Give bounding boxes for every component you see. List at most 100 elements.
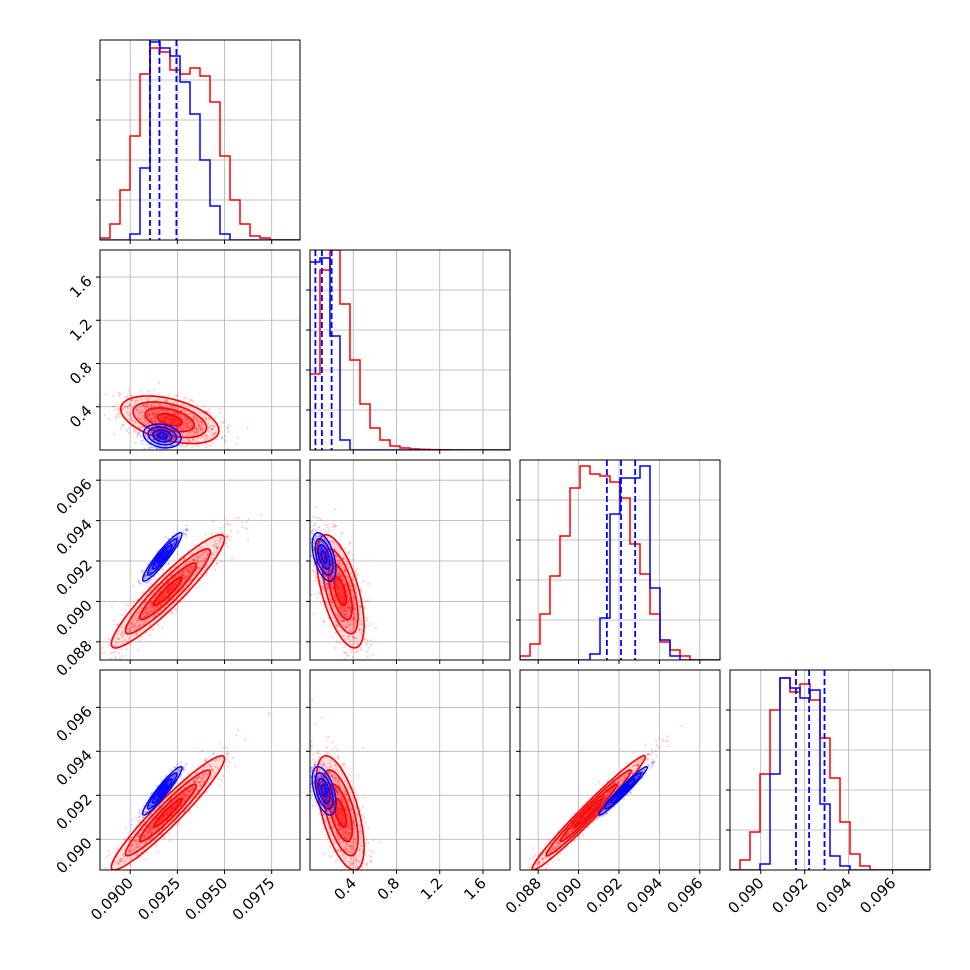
sample-point [237, 531, 240, 534]
sample-point [185, 568, 188, 571]
contour-blue [142, 423, 182, 449]
sample-point [195, 428, 198, 431]
sample-point [334, 598, 337, 602]
sample-point [213, 543, 216, 546]
sample-point [337, 602, 340, 606]
sample-point [212, 544, 215, 548]
sample-point [339, 564, 342, 567]
sample-point [363, 637, 366, 641]
sample-point [205, 446, 208, 449]
contour-red [132, 401, 208, 439]
sample-point [144, 577, 147, 580]
sample-point [191, 788, 194, 791]
sample-point [135, 846, 139, 849]
sample-point [336, 574, 339, 577]
sample-point [172, 543, 175, 546]
sample-point [344, 626, 347, 629]
sample-point [207, 418, 210, 421]
sample-point [198, 428, 201, 432]
sample-point [146, 563, 149, 566]
sample-point [181, 574, 184, 578]
sample-point [147, 619, 150, 622]
sample-point [170, 797, 173, 800]
sample-point [203, 552, 206, 555]
sample-point [312, 548, 315, 552]
sample-point [334, 508, 337, 511]
sample-point [196, 566, 199, 569]
sample-point [182, 579, 185, 582]
sample-point [171, 422, 175, 425]
sample-point [365, 643, 369, 646]
sample-point [145, 581, 148, 584]
sample-point [149, 826, 152, 829]
sample-point [345, 651, 348, 655]
sample-point [153, 607, 156, 610]
sample-point [130, 611, 133, 614]
sample-point [174, 418, 177, 421]
sample-point [192, 416, 195, 419]
sample-point [355, 621, 358, 624]
sample-point [172, 421, 175, 424]
sample-point [333, 595, 336, 599]
sample-point [138, 623, 141, 626]
sample-point [201, 428, 204, 431]
sample-point [377, 683, 379, 685]
sample-point [138, 815, 141, 818]
sample-point [181, 530, 185, 533]
sample-point [173, 806, 176, 809]
sample-point [145, 599, 148, 602]
sample-point [352, 621, 356, 624]
sample-point [173, 804, 176, 808]
sample-point [114, 645, 117, 648]
contour-red [327, 562, 354, 621]
sample-point [127, 604, 130, 607]
sample-point [189, 426, 192, 429]
sample-point [340, 617, 343, 620]
sample-point [237, 728, 240, 732]
sample-point [143, 610, 146, 613]
sample-point [168, 405, 172, 408]
sample-point [156, 420, 159, 424]
sample-point [310, 593, 313, 597]
sample-point [131, 626, 134, 629]
sample-point [199, 784, 202, 787]
sample-point [341, 605, 344, 609]
sample-point [120, 427, 123, 430]
sample-point [151, 602, 154, 606]
sample-point [188, 560, 191, 563]
sample-point [201, 550, 204, 554]
sample-point [135, 627, 138, 630]
sample-point [171, 418, 175, 421]
sample-point [193, 427, 196, 431]
contour-red [138, 562, 198, 621]
sample-point [149, 404, 152, 407]
sample-point [138, 639, 141, 642]
sample-point [170, 569, 173, 572]
sample-point [183, 810, 186, 814]
sample-point [150, 615, 154, 619]
sample-point [112, 395, 115, 398]
sample-point [210, 427, 213, 430]
sample-point [198, 781, 201, 784]
sample-point [181, 418, 184, 421]
sample-point [176, 412, 179, 416]
sample-point [200, 749, 204, 752]
sample-point [192, 417, 195, 420]
sample-point [188, 569, 191, 573]
sample-point [134, 441, 137, 444]
sample-point [337, 587, 340, 590]
sample-point [342, 590, 345, 593]
sample-point [170, 421, 174, 424]
sample-point [135, 817, 138, 820]
sample-point [161, 817, 164, 820]
sample-point [196, 427, 199, 430]
sample-point [201, 553, 205, 557]
sample-point [147, 410, 150, 413]
sample-point [352, 607, 356, 610]
sample-point [212, 424, 215, 427]
sample-point [189, 440, 192, 443]
sample-point [323, 542, 326, 546]
sample-point [344, 583, 347, 586]
sample-point [326, 583, 329, 586]
sample-point [213, 433, 216, 436]
